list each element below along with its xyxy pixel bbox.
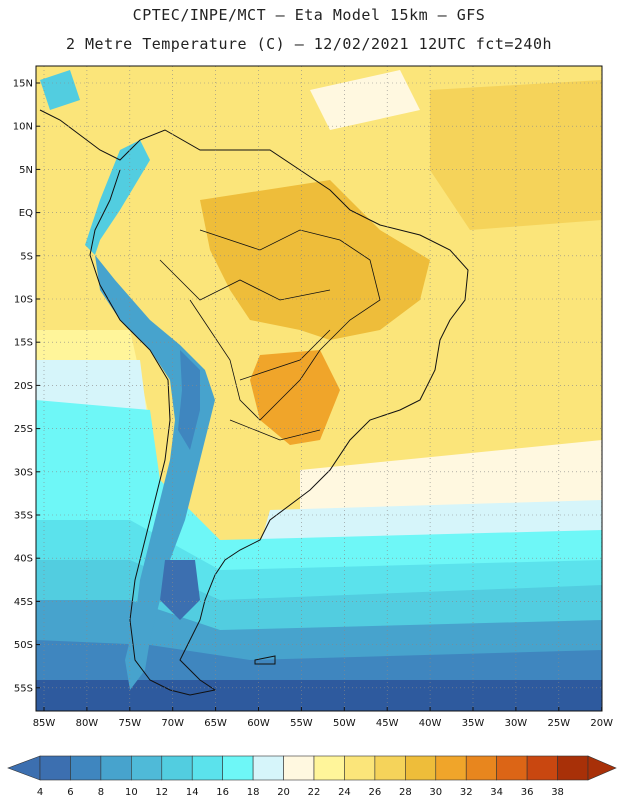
- colorbar-arrow-left: [7, 755, 41, 781]
- colorbar-swatch: [222, 755, 254, 781]
- lon-label: 45W: [376, 718, 399, 729]
- colorbar-swatch: [435, 755, 467, 781]
- title-line-1: CPTEC/INPE/MCT – Eta Model 15km – GFS: [132, 6, 486, 24]
- lat-label: 10S: [14, 295, 33, 306]
- field-chaco-hottest: [250, 350, 340, 445]
- lat-label: 15S: [14, 338, 33, 349]
- colorbar-swatch: [252, 755, 284, 781]
- colorbar-tick-label: 20: [277, 787, 290, 798]
- colorbar-tick-label: 10: [125, 787, 138, 798]
- colorbar-tick-label: 32: [460, 787, 473, 798]
- field-andes-north: [85, 140, 150, 255]
- colorbar: 4 6 8 10 12 14 16 18 20 22 24 26 28 30 32 34 36 38: [7, 755, 617, 798]
- colorbar-swatch: [405, 755, 437, 781]
- lat-label: 5N: [19, 165, 33, 176]
- colorbar-swatch: [283, 755, 315, 781]
- colorbar-swatch: [496, 755, 528, 781]
- lon-label: 85W: [33, 718, 56, 729]
- colorbar-swatch: [161, 755, 193, 781]
- lon-label: 50W: [333, 718, 356, 729]
- lon-label: 30W: [505, 718, 528, 729]
- border-lines-2: [159, 259, 331, 441]
- field-south-deep: [36, 680, 602, 711]
- field-amazon-hot: [200, 180, 430, 340]
- colorbar-tick-label: 16: [216, 787, 229, 798]
- colorbar-tick-label: 26: [369, 787, 382, 798]
- lat-label: EQ: [19, 208, 33, 219]
- lon-label: 40W: [419, 718, 442, 729]
- lon-label: 65W: [204, 718, 227, 729]
- colorbar-swatch: [39, 755, 71, 781]
- lon-label: 35W: [462, 718, 485, 729]
- coastlines: [39, 109, 469, 696]
- lon-label: 70W: [161, 718, 184, 729]
- south-america-coast: [39, 109, 469, 696]
- colorbar-tick-label: 8: [98, 787, 104, 798]
- lat-label: 35S: [14, 511, 33, 522]
- lat-label: 50S: [14, 640, 33, 651]
- border-lines: [189, 229, 381, 421]
- falklands: [254, 655, 276, 665]
- lat-label: 10N: [13, 122, 33, 133]
- colorbar-swatch: [374, 755, 406, 781]
- lon-label: 55W: [290, 718, 313, 729]
- colorbar-tick-label: 14: [186, 787, 199, 798]
- colorbar-swatch: [131, 755, 163, 781]
- colorbar-tick-label: 24: [338, 787, 351, 798]
- colorbar-tick-label: 38: [551, 787, 564, 798]
- latitude-labels: 15N 10N 5N EQ 5S 10S 15S 20S 25S 30S 35S 40S 45S 50S 5…: [13, 79, 40, 694]
- field-northeast-pale: [310, 70, 420, 130]
- colorbar-tick-label: 30: [429, 787, 442, 798]
- longitude-labels: 85W 80W 75W 70W 65W 60W 55W 50W 45W 40W 35W 30W 25W 2…: [33, 707, 613, 729]
- colorbar-swatch: [465, 755, 497, 781]
- colorbar-tick-label: 34: [490, 787, 503, 798]
- colorbar-tick-label: 28: [399, 787, 412, 798]
- colorbar-tick-label: 36: [521, 787, 534, 798]
- lat-label: 45S: [14, 597, 33, 608]
- map-frame: [35, 65, 603, 712]
- lat-label: 25S: [14, 424, 33, 435]
- lat-label: 55S: [14, 683, 33, 694]
- field-andes-high: [178, 350, 200, 450]
- field-patagonia-cold: [160, 560, 200, 620]
- lon-label: 20W: [590, 718, 613, 729]
- lon-label: 25W: [547, 718, 570, 729]
- colorbar-swatch: [526, 755, 558, 781]
- colorbar-swatch: [70, 755, 102, 781]
- field-central-america: [40, 70, 80, 110]
- colorbar-swatch: [100, 755, 132, 781]
- colorbar-tick-label: 22: [308, 787, 321, 798]
- colorbar-tick-label: 12: [155, 787, 168, 798]
- lat-label: 15N: [13, 79, 33, 90]
- lat-label: 5S: [20, 251, 33, 262]
- field-atlantic-pale: [300, 440, 602, 520]
- lon-label: 75W: [118, 718, 141, 729]
- colorbar-tick-label: 6: [67, 787, 73, 798]
- field-pacific-cyan: [36, 400, 160, 490]
- colorbar-swatch: [557, 755, 589, 781]
- lon-label: 60W: [247, 718, 270, 729]
- colorbar-arrow-right: [587, 755, 617, 781]
- lon-label: 80W: [76, 718, 99, 729]
- lat-label: 40S: [14, 554, 33, 565]
- colorbar-tick-label: 4: [37, 787, 43, 798]
- title-line-2: 2 Metre Temperature (C) – 12/02/2021 12U…: [65, 35, 553, 53]
- colorbar-swatch: [191, 755, 223, 781]
- lat-label: 20S: [14, 381, 33, 392]
- colorbar-swatch: [313, 755, 345, 781]
- colorbar-tick-label: 18: [247, 787, 260, 798]
- lat-label: 30S: [14, 467, 33, 478]
- temperature-field: [36, 66, 602, 711]
- colorbar-swatch: [344, 755, 376, 781]
